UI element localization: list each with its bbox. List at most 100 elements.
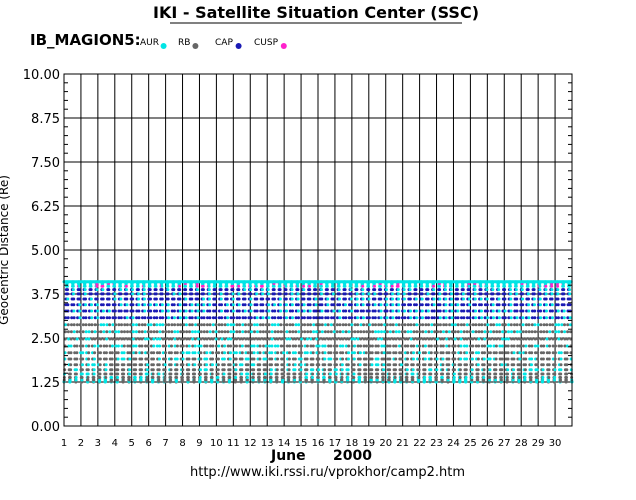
point-rb: [299, 372, 303, 376]
point-cap: [414, 292, 418, 296]
point-aur: [143, 330, 147, 334]
point-rb: [264, 368, 267, 372]
point-aur: [252, 351, 256, 355]
point-rb: [93, 351, 97, 355]
point-rb: [115, 378, 119, 382]
point-aur: [290, 284, 294, 288]
point-aur: [64, 323, 68, 327]
point-aur: [116, 344, 120, 348]
point-rb: [492, 330, 496, 334]
point-aur: [226, 316, 230, 320]
y-tick-label: 1.25: [31, 376, 60, 391]
point-rb: [542, 330, 546, 334]
point-rb: [471, 344, 475, 348]
point-rb: [185, 344, 189, 348]
point-aur: [358, 363, 362, 367]
point-rb: [482, 363, 486, 367]
point-rb: [252, 368, 256, 372]
point-aur: [181, 357, 185, 361]
point-rb: [529, 372, 533, 376]
point-rb: [412, 337, 416, 341]
point-cap: [161, 316, 165, 320]
point-rb: [282, 337, 286, 341]
point-aur: [498, 323, 501, 327]
point-rb: [492, 337, 496, 341]
point-aur: [262, 351, 266, 355]
point-rb: [365, 337, 369, 341]
point-rb: [400, 344, 404, 348]
point-aur: [181, 351, 185, 355]
point-cap: [442, 309, 446, 313]
point-rb: [190, 323, 194, 327]
point-aur: [207, 288, 211, 292]
point-rb: [358, 357, 362, 361]
point-rb: [232, 337, 236, 341]
point-rb: [114, 323, 118, 327]
point-rb: [364, 378, 367, 382]
point-aur: [544, 288, 548, 292]
point-cap: [154, 292, 158, 296]
point-rb: [539, 351, 543, 355]
point-aur: [108, 330, 112, 334]
point-aur: [293, 363, 297, 367]
point-rb: [459, 323, 463, 327]
point-rb: [506, 357, 510, 361]
point-aur: [84, 303, 88, 307]
point-rb: [377, 323, 381, 327]
point-aur: [269, 378, 273, 382]
point-aur: [443, 284, 447, 288]
point-aur: [450, 303, 454, 307]
point-rb: [469, 351, 472, 355]
point-rb: [364, 372, 368, 376]
point-cap: [64, 316, 68, 320]
x-tick-label: 13: [261, 438, 274, 449]
point-aur: [375, 378, 379, 382]
point-aur: [563, 330, 567, 334]
point-cap: [178, 297, 182, 301]
point-rb: [86, 378, 90, 382]
point-aur: [559, 357, 563, 361]
point-cap: [491, 292, 495, 296]
point-rb: [240, 351, 244, 355]
point-rb: [370, 372, 374, 376]
point-cap: [554, 309, 558, 313]
point-cap: [438, 303, 442, 307]
point-rb: [179, 351, 183, 355]
point-aur: [467, 297, 471, 301]
point-cap: [466, 309, 470, 313]
point-rb: [264, 363, 268, 367]
point-cap: [379, 292, 383, 296]
point-rb: [418, 330, 422, 334]
point-rb: [382, 372, 385, 376]
point-cap: [503, 316, 507, 320]
x-tick-label: 25: [464, 438, 477, 449]
point-rb: [547, 357, 551, 361]
point-aur: [452, 376, 456, 379]
point-rb: [279, 337, 283, 341]
point-aur: [125, 303, 129, 307]
point-aur: [278, 284, 282, 288]
point-rb: [445, 330, 448, 334]
point-rb: [500, 357, 504, 361]
point-aur: [166, 288, 170, 292]
point-aur: [155, 344, 159, 348]
point-cap: [401, 309, 405, 313]
point-cap: [562, 303, 566, 307]
point-cap: [444, 292, 448, 296]
point-rb: [70, 323, 73, 327]
point-cap: [465, 316, 469, 320]
point-rb: [258, 330, 262, 334]
point-cap: [448, 316, 452, 320]
point-rb: [554, 344, 557, 348]
point-rb: [110, 363, 114, 367]
point-rb: [340, 376, 344, 379]
x-tick-label: 27: [498, 438, 511, 449]
point-rb: [429, 357, 433, 361]
point-rb: [311, 344, 315, 348]
point-aur: [138, 351, 142, 355]
point-rb: [488, 351, 492, 355]
point-cap: [137, 309, 141, 313]
point-rb: [252, 337, 256, 341]
point-rb: [517, 376, 521, 379]
